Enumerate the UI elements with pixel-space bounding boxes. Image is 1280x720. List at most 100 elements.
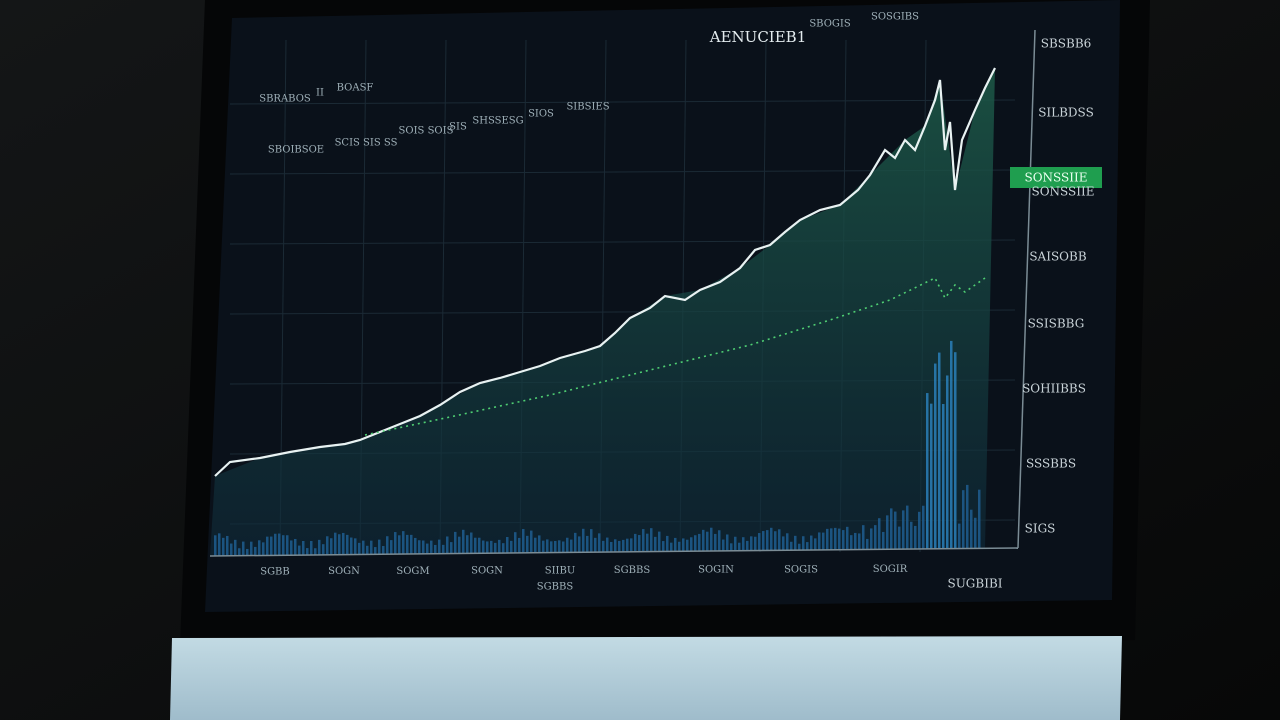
volume-bar — [770, 527, 773, 551]
volume-bar — [838, 528, 841, 550]
volume-bar — [442, 544, 445, 554]
volume-bar — [834, 527, 837, 550]
volume-bar — [750, 536, 753, 551]
toolbar-item: SBRABOS — [259, 94, 311, 105]
labels: SBOGIS SOSGIBS SBRABOS II BOASF SBOIBSOE SCIS … — [259, 12, 1094, 593]
toolbar-item: SBOIBSOE — [268, 145, 324, 156]
volume-bar — [722, 539, 725, 551]
volume-bar — [866, 538, 869, 550]
grid-line — [229, 99, 1016, 105]
volume-bar — [682, 538, 685, 552]
volume-bar — [818, 532, 821, 550]
volume-bar — [322, 544, 325, 555]
volume-bar — [374, 547, 377, 555]
volume-bar — [738, 542, 741, 551]
volume-bar — [622, 539, 625, 552]
volume-bar — [662, 541, 665, 552]
volume-bar — [874, 525, 877, 550]
volume-bar — [222, 537, 225, 556]
x-axis-label: SGBBS — [614, 565, 651, 576]
volume-bar — [538, 535, 541, 553]
volume-bar — [638, 535, 641, 552]
volume-bar — [506, 536, 509, 554]
volume-bar — [746, 540, 749, 551]
volume-bar — [970, 509, 973, 549]
volume-bar — [342, 532, 345, 555]
x-axis-label: SGBB — [260, 567, 290, 578]
volume-bar — [766, 530, 769, 551]
volume-bar — [302, 540, 305, 556]
volume-bar — [706, 531, 709, 552]
volume-bar — [926, 393, 929, 549]
volume-bar — [630, 538, 633, 552]
volume-bar — [778, 529, 781, 551]
volume-bar — [842, 530, 845, 550]
volume-bar — [726, 534, 729, 551]
volume-bar — [798, 543, 801, 551]
volume-bar — [422, 540, 425, 554]
volume-bar — [786, 533, 789, 551]
volume-bar — [418, 540, 421, 554]
volume-bar — [846, 526, 849, 550]
volume-bar — [586, 535, 589, 553]
volume-bar — [594, 537, 597, 553]
volume-bar — [398, 535, 401, 555]
volume-bar — [886, 515, 889, 550]
price-line — [214, 67, 996, 477]
volume-bar — [730, 543, 733, 551]
volume-bar — [518, 537, 521, 553]
volume-bar — [530, 530, 533, 553]
volume-bar — [598, 533, 601, 553]
volume-bar — [742, 537, 745, 551]
volume-bar — [286, 535, 289, 556]
volume-bar — [954, 352, 957, 549]
volume-bar — [574, 532, 577, 553]
volume-bar — [230, 543, 233, 556]
volume-bar — [494, 542, 497, 554]
volume-bar — [238, 548, 241, 556]
volume-bar — [502, 543, 505, 554]
volume-bar — [974, 517, 977, 549]
toolbar-item: II — [316, 88, 324, 99]
volume-bar — [714, 533, 717, 552]
volume-bar — [318, 539, 321, 555]
volume-bar — [470, 532, 473, 554]
x-axis-label: SOGN — [471, 566, 503, 577]
volume-bar — [822, 532, 825, 550]
volume-bar — [254, 546, 257, 556]
volume-bar — [794, 535, 797, 551]
volume-bar — [754, 536, 757, 551]
volume-bar — [290, 540, 293, 556]
volume-bar — [674, 537, 677, 552]
volume-bar — [762, 531, 765, 551]
volume-bar — [514, 532, 517, 553]
volume-bar — [546, 539, 549, 553]
volume-bar — [870, 528, 873, 550]
volume-bar — [338, 534, 341, 555]
volume-bar — [386, 536, 389, 555]
volume-bar — [810, 535, 813, 551]
header-item: SOSGIBS — [871, 12, 919, 23]
volume-bar — [314, 548, 317, 555]
volume-bar — [382, 545, 385, 555]
price-tag-box — [1010, 167, 1102, 188]
volume-bar — [950, 340, 953, 549]
volume-bar — [858, 533, 861, 550]
volume-bar — [234, 539, 237, 556]
volume-bar — [910, 521, 913, 550]
volume-bar — [830, 528, 833, 550]
y-axis-label: SIGS — [1025, 522, 1056, 536]
volume-bar — [430, 540, 433, 554]
volume-bar — [698, 533, 701, 552]
y-axis-line — [1017, 29, 1036, 549]
volume-bar — [606, 537, 609, 553]
volume-bar — [298, 545, 301, 556]
volume-bar — [362, 540, 365, 555]
volume-bar — [266, 536, 269, 556]
volume-bar — [310, 541, 313, 556]
x-axis-label: SOGIS — [784, 564, 818, 575]
volume-bar — [554, 540, 557, 553]
volume-bar — [354, 538, 357, 555]
volume-bar — [478, 537, 481, 554]
